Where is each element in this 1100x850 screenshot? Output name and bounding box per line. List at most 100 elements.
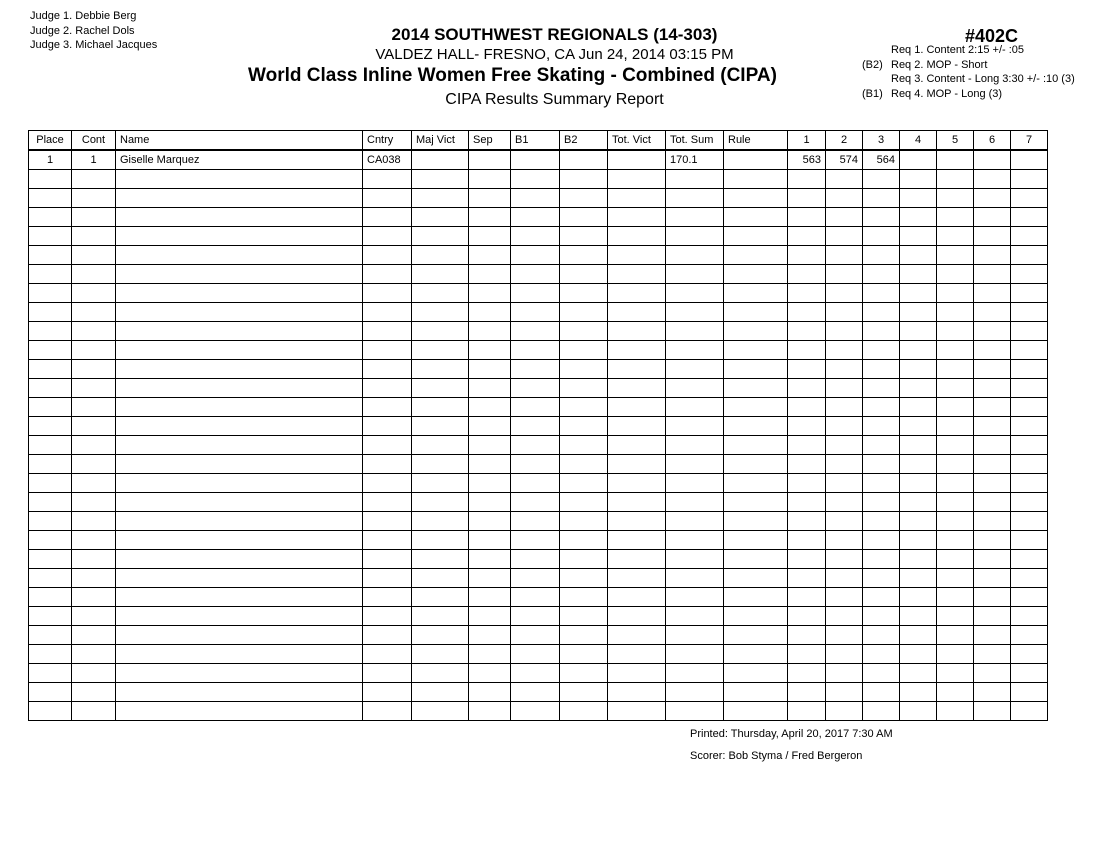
table-cell [468,149,511,170]
table-cell [825,530,863,550]
table-cell [115,245,363,265]
table-cell [723,473,788,493]
table-cell [787,530,826,550]
table-cell [862,549,900,569]
table-cell [28,378,72,398]
table-cell [71,682,116,702]
table-cell [468,663,511,683]
table-row [28,435,1048,455]
table-cell [468,397,511,417]
table-cell [71,169,116,189]
table-cell [468,302,511,322]
table-cell [362,473,412,493]
table-cell [825,169,863,189]
table-cell [510,568,560,588]
table-cell [1010,625,1048,645]
table-cell [973,473,1011,493]
table-cell [607,454,666,474]
table-cell [936,283,974,303]
table-cell [723,340,788,360]
table-cell [468,473,511,493]
table-cell [936,511,974,531]
table-cell [787,283,826,303]
table-cell [1010,207,1048,227]
table-cell [665,283,724,303]
table-cell [71,625,116,645]
table-cell: 574 [825,149,863,170]
table-cell [1010,549,1048,569]
table-cell [115,207,363,227]
table-cell [115,492,363,512]
table-cell [362,644,412,664]
table-cell [787,625,826,645]
table-cell [71,492,116,512]
table-cell [559,454,608,474]
table-cell [862,682,900,702]
table-cell [936,245,974,265]
table-cell [899,169,937,189]
table-row [28,169,1048,189]
table-cell [411,169,469,189]
table-cell [115,283,363,303]
table-cell [510,169,560,189]
table-cell [973,530,1011,550]
table-cell [411,378,469,398]
table-cell [665,587,724,607]
table-cell [936,302,974,322]
table-cell [411,283,469,303]
table-cell [723,511,788,531]
table-cell [559,530,608,550]
table-cell [411,701,469,721]
table-cell [607,435,666,455]
table-cell [899,587,937,607]
table-cell [468,606,511,626]
table-cell [71,511,116,531]
table-cell [468,207,511,227]
judge-1: Judge 1. Debbie Berg [30,10,137,22]
table-cell [1010,701,1048,721]
table-row [28,359,1048,379]
table-cell [362,302,412,322]
table-cell [665,606,724,626]
table-cell [825,587,863,607]
table-cell [362,188,412,208]
table-row [28,530,1048,550]
column-header: Place [28,130,72,151]
table-cell [559,587,608,607]
table-cell: Giselle Marquez [115,149,363,170]
table-cell [862,226,900,246]
table-cell [559,606,608,626]
table-cell [825,188,863,208]
table-cell [510,397,560,417]
column-header: 3 [862,130,900,151]
table-cell [936,397,974,417]
table-cell [899,549,937,569]
table-cell [28,511,72,531]
table-cell [665,644,724,664]
table-cell [559,359,608,379]
table-cell [362,663,412,683]
column-header: B2 [559,130,608,151]
table-cell [510,283,560,303]
table-cell [362,530,412,550]
table-cell [607,644,666,664]
table-cell [825,397,863,417]
table-cell [28,245,72,265]
table-cell [607,169,666,189]
table-cell [411,149,469,170]
table-cell [468,568,511,588]
table-cell [559,511,608,531]
table-cell [468,492,511,512]
table-cell [28,530,72,550]
table-cell [936,264,974,284]
requirements-list: Req 1. Content 2:15 +/- :05 (B2) Req 2. M… [862,43,1075,101]
table-cell [825,625,863,645]
table-cell [787,606,826,626]
table-cell [510,359,560,379]
table-cell [665,530,724,550]
table-cell [825,606,863,626]
table-cell [825,226,863,246]
table-cell [973,416,1011,436]
table-cell [862,169,900,189]
table-cell [607,378,666,398]
